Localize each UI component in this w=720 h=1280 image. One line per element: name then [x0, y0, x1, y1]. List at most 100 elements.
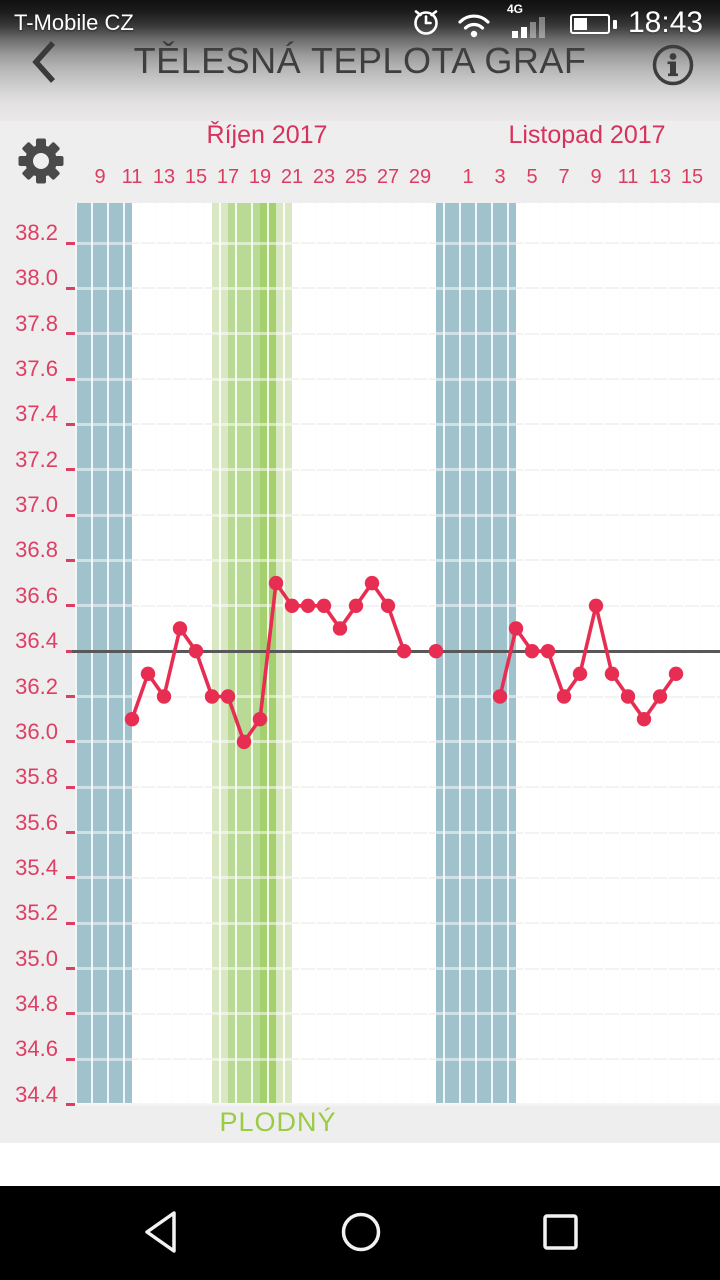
- month-header-october: Říjen 2017: [206, 121, 328, 149]
- band-gridline-v: [538, 203, 542, 1103]
- band-gridline-v: [394, 203, 398, 1103]
- band-gridline-v: [714, 203, 718, 1103]
- temp-point[interactable]: [284, 598, 300, 613]
- y-axis-label: 37.2: [15, 446, 58, 472]
- temp-point[interactable]: [396, 643, 412, 659]
- band-gridline-v: [634, 203, 638, 1103]
- alarm-clock-icon: [414, 10, 438, 35]
- y-axis-tick: [66, 921, 75, 925]
- temp-point[interactable]: [556, 689, 572, 704]
- x-axis-day-label: 23: [312, 166, 336, 188]
- temp-point[interactable]: [252, 711, 268, 727]
- y-axis-tick: [66, 468, 75, 472]
- band-gridline-v: [682, 203, 686, 1103]
- temp-point[interactable]: [268, 575, 284, 591]
- temp-point[interactable]: [620, 689, 636, 704]
- temp-point[interactable]: [524, 643, 540, 659]
- temp-point[interactable]: [588, 598, 604, 613]
- info-button[interactable]: [651, 43, 695, 87]
- y-axis-label: 34.8: [15, 990, 58, 1016]
- band-gridline-h: [75, 695, 720, 698]
- temp-point[interactable]: [668, 666, 684, 682]
- temp-point[interactable]: [636, 711, 652, 727]
- settings-gear-icon[interactable]: [18, 138, 64, 184]
- band-gridline-v: [378, 203, 382, 1103]
- temp-point[interactable]: [380, 598, 396, 613]
- band-gridline-v: [458, 203, 462, 1103]
- band-gridline-v: [554, 203, 558, 1103]
- band-gridline-v: [122, 203, 126, 1103]
- band-gridline-v: [442, 203, 446, 1103]
- temp-point[interactable]: [236, 734, 252, 750]
- y-axis-label: 35.0: [15, 945, 58, 971]
- temp-point[interactable]: [492, 689, 508, 704]
- back-button[interactable]: [30, 40, 58, 84]
- temp-point[interactable]: [188, 643, 204, 659]
- y-axis-label: 35.2: [15, 900, 58, 926]
- y-axis-label: 35.4: [15, 854, 58, 880]
- status-and-title-bar: T-Mobile CZ 4G: [0, 0, 720, 121]
- band-gridline-h: [75, 377, 720, 381]
- band-gridline-h: [75, 468, 720, 472]
- x-axis-day-label: 7: [558, 166, 570, 188]
- android-navigation-bar: [0, 1186, 720, 1280]
- temp-point[interactable]: [156, 689, 172, 704]
- y-axis-tick: [66, 740, 75, 744]
- y-axis-tick: [66, 513, 75, 517]
- nav-back-button[interactable]: [145, 1211, 176, 1253]
- y-axis-tick: [66, 1057, 75, 1061]
- band-gridline-h: [75, 332, 720, 336]
- temp-point[interactable]: [508, 621, 524, 636]
- temp-point[interactable]: [204, 689, 220, 704]
- band-gridline-v: [218, 203, 222, 1103]
- cycle-band-fertile_inner: [228, 203, 260, 1103]
- nav-recents-button[interactable]: [543, 1214, 578, 1250]
- y-axis-label: 36.2: [15, 673, 58, 699]
- band-gridline-v: [186, 203, 190, 1103]
- band-gridline-v: [586, 203, 590, 1103]
- band-gridline-h: [75, 241, 720, 245]
- fertile-label: PLODNÝ: [219, 1107, 337, 1137]
- y-axis-label: 37.8: [15, 310, 58, 336]
- band-gridline-h: [75, 967, 720, 971]
- temp-point[interactable]: [172, 621, 188, 636]
- temp-point[interactable]: [300, 598, 316, 613]
- temp-point[interactable]: [364, 575, 380, 591]
- y-axis-label: 37.0: [15, 492, 58, 518]
- temp-point[interactable]: [428, 643, 444, 659]
- temp-point[interactable]: [316, 598, 332, 613]
- battery-icon: [570, 14, 610, 34]
- temperature-line: [130, 581, 406, 744]
- temp-point[interactable]: [604, 666, 620, 682]
- y-axis-label: 37.6: [15, 356, 58, 382]
- temp-point[interactable]: [540, 643, 556, 659]
- y-axis-tick: [66, 785, 75, 789]
- band-gridline-h: [75, 1057, 720, 1061]
- y-axis-label: 38.0: [15, 265, 58, 291]
- bottom-divider: [0, 1143, 720, 1186]
- y-axis-label: 36.6: [15, 582, 58, 608]
- temp-point[interactable]: [220, 689, 236, 704]
- band-gridline-v: [74, 203, 78, 1103]
- battery-icon-fill: [574, 18, 587, 30]
- band-gridline-h: [75, 785, 720, 789]
- nav-home-button[interactable]: [341, 1212, 381, 1252]
- temp-point[interactable]: [348, 598, 364, 613]
- band-gridline-v: [234, 203, 238, 1103]
- y-axis-tick: [66, 332, 75, 336]
- y-axis-label: 36.8: [15, 537, 58, 563]
- x-axis-day-label: 17: [216, 166, 240, 188]
- temp-point[interactable]: [572, 666, 588, 682]
- temp-point[interactable]: [124, 711, 140, 727]
- band-gridline-v: [618, 203, 622, 1103]
- band-gridline-v: [698, 203, 702, 1103]
- y-axis-label: 36.0: [15, 718, 58, 744]
- temp-point[interactable]: [332, 621, 348, 636]
- band-gridline-v: [154, 203, 158, 1103]
- cycle-band-menstruation: [75, 203, 132, 1103]
- temp-point[interactable]: [140, 666, 156, 682]
- band-gridline-h: [75, 513, 720, 517]
- y-axis-tick: [66, 695, 75, 698]
- temp-point[interactable]: [652, 689, 668, 704]
